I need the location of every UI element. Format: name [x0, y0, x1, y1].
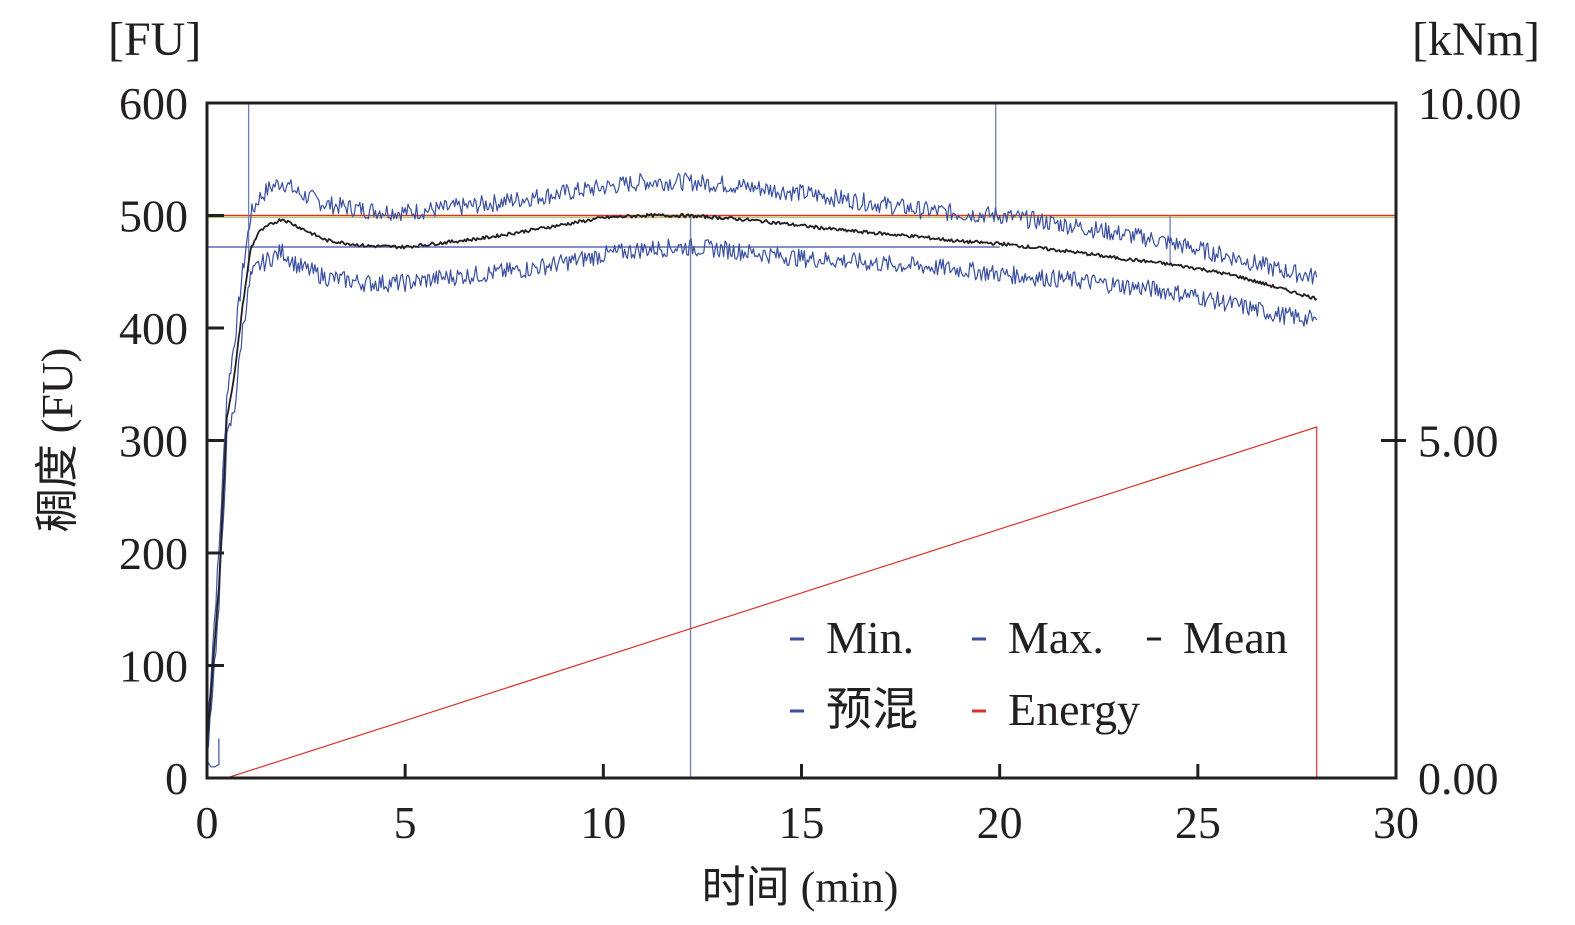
y2-tick-label: 10.00 [1418, 78, 1522, 129]
series-line-min [206, 238, 1318, 754]
y-tick-label: 400 [119, 303, 188, 354]
legend-label-max: Max. [1008, 612, 1104, 663]
ticks-layer: 0 5 10 15 20 25 3001002003004005006000.005.001… [119, 78, 1522, 848]
x-tick-label: 25 [1175, 797, 1221, 848]
y-tick-label: 500 [119, 191, 188, 242]
y-tick-label: 0 [165, 753, 188, 804]
y2-unit-label: [kNm] [1412, 13, 1540, 66]
x-tick-label: 0 [196, 797, 219, 848]
series-line-energy [226, 426, 1318, 779]
series-line-mean [206, 212, 1318, 744]
x-tick-label: 10 [580, 797, 626, 848]
legend-label-mean: Mean [1183, 612, 1288, 663]
y-tick-label: 200 [119, 528, 188, 579]
plot-area [206, 103, 1396, 779]
y2-tick-label: 0.00 [1418, 753, 1499, 804]
series-line-max [206, 172, 1318, 734]
y-axis-title: 稠度 (FU) [33, 348, 82, 533]
legend: Min. Max. Mean 预混 Energy [790, 612, 1288, 735]
y-unit-label: [FU] [108, 13, 201, 66]
series-line-premix [206, 738, 220, 768]
plot-frame [205, 101, 1398, 780]
x-tick-label: 30 [1373, 797, 1419, 848]
x-tick-label: 20 [977, 797, 1023, 848]
x-tick-label: 5 [394, 797, 417, 848]
y2-tick-label: 5.00 [1418, 416, 1499, 467]
y-tick-label: 300 [119, 416, 188, 467]
y-tick-label: 600 [119, 78, 188, 129]
x-tick-label: 15 [779, 797, 825, 848]
legend-label-premix: 预混 [826, 684, 918, 735]
legend-label-min: Min. [826, 612, 914, 663]
legend-label-energy: Energy [1008, 684, 1140, 735]
x-axis-title: 时间 (min) [702, 863, 899, 912]
y-tick-label: 100 [119, 641, 188, 692]
